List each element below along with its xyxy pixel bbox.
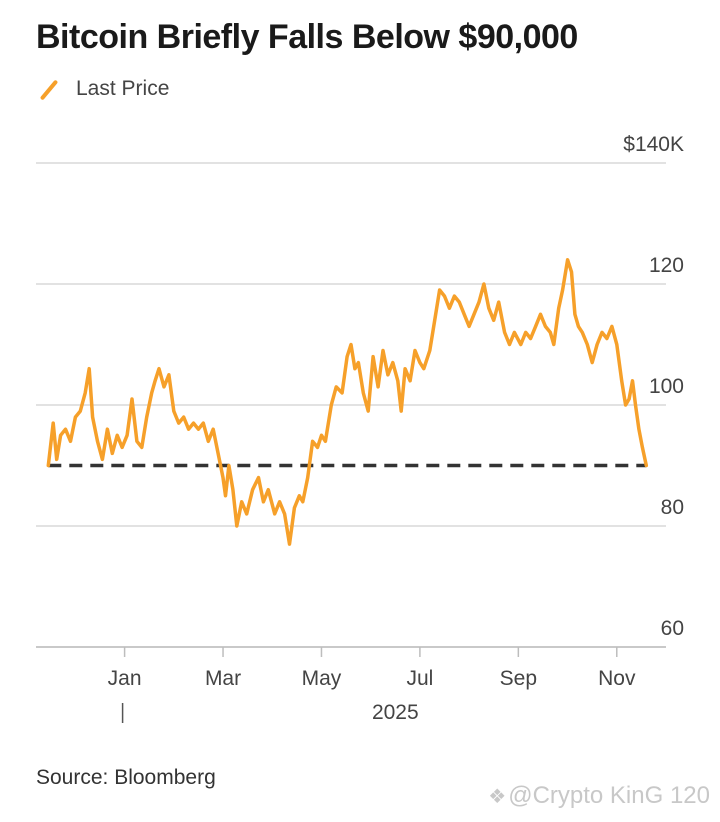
legend-label: Last Price [76, 77, 170, 100]
x-tick-label-Jul: Jul [406, 667, 433, 690]
source-note: Source: Bloomberg [36, 766, 216, 789]
y-tick-label-140: $140K [623, 133, 684, 156]
x-tick-label-Sep: Sep [500, 667, 537, 690]
y-tick-label-60: 60 [661, 617, 684, 640]
binance-diamond-icon: ❖ [488, 786, 507, 808]
x-tick-label-Mar: Mar [205, 667, 241, 690]
y-tick-label-120: 120 [649, 254, 684, 277]
watermark: ❖@Crypto KinG 120 [488, 782, 710, 810]
x-tick-label-Nov: Nov [598, 667, 636, 690]
x-tick-label-Jan: Jan [108, 667, 142, 690]
series-line-last-price [46, 258, 649, 546]
watermark-text: @Crypto KinG 120 [508, 782, 710, 809]
y-tick-label-80: 80 [661, 496, 684, 519]
y-tick-label-100: 100 [649, 375, 684, 398]
x-year-label: 2025 [372, 701, 419, 724]
y-axis-labels: $140K 120 100 80 60 [623, 133, 684, 640]
legend: Last Price [38, 76, 169, 102]
x-axis: Jan Mar May Jul Sep Nov 2025 [36, 646, 666, 724]
chart-title: Bitcoin Briefly Falls Below $90,000 [36, 18, 578, 56]
x-tick-label-May: May [302, 667, 342, 690]
series-group [46, 258, 649, 546]
